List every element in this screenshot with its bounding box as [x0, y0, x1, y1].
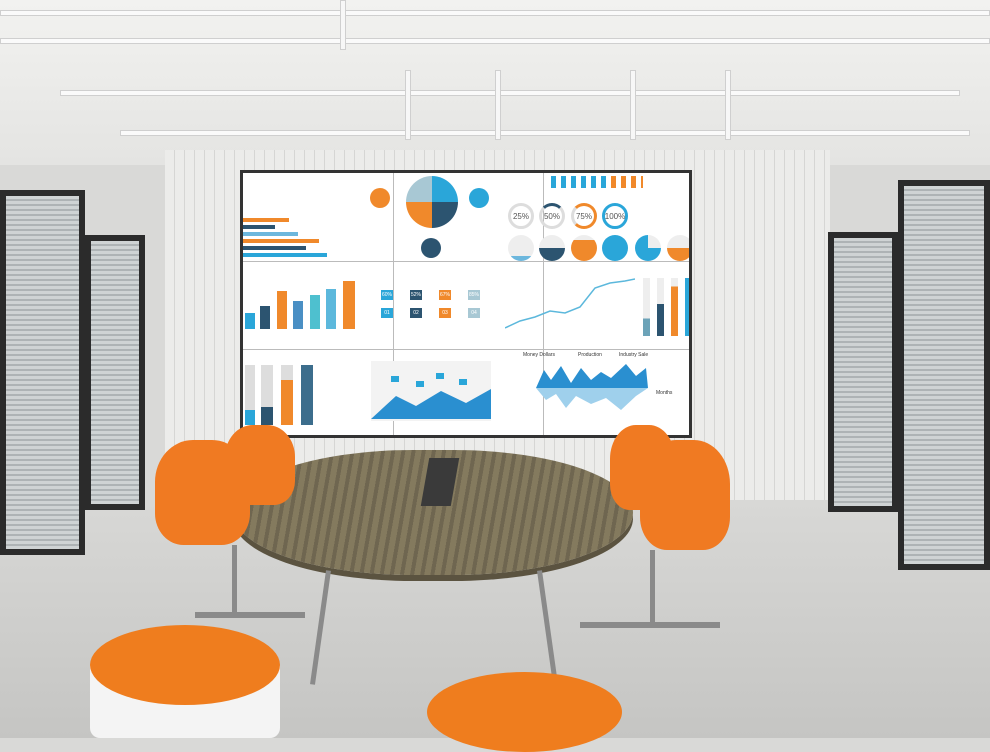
people-icons [551, 176, 621, 188]
glass-door-right [828, 232, 898, 512]
stool-cushion [427, 672, 622, 752]
stool-cushion [90, 625, 280, 705]
ceiling [0, 0, 990, 165]
monitor-icon [370, 188, 390, 208]
chair [640, 440, 730, 550]
tag: 60% [381, 290, 393, 300]
glass-partition-right [898, 180, 990, 570]
network-icon [469, 188, 489, 208]
lock-icon [421, 238, 441, 258]
legend-production: Production [578, 352, 602, 358]
pie-chart [406, 176, 458, 228]
tag: 04 [468, 308, 480, 318]
percent-25: 25% [508, 203, 534, 229]
wave-xlabel: Months [656, 390, 673, 396]
percent-100: 100% [602, 203, 628, 229]
tag: 02 [410, 308, 422, 318]
chair [225, 425, 295, 505]
percent-50: 50% [539, 203, 565, 229]
percent-75: 75% [571, 203, 597, 229]
area-chart [371, 361, 491, 421]
line-chart [505, 278, 635, 329]
glass-door-left [85, 235, 145, 510]
wave-chart [536, 364, 648, 410]
tag: 85% [468, 290, 480, 300]
glass-partition-left [0, 190, 85, 555]
tag: 67% [439, 290, 451, 300]
tag: 01 [381, 308, 393, 318]
video-wall-display: 25% 50% 75% 100% 60% 52% 67% 85% 01 02 0… [240, 170, 692, 438]
wave-ylabel: Money Dollars [523, 352, 555, 358]
people-icons-orange [611, 176, 643, 188]
tag: 52% [410, 290, 422, 300]
legend-industry-sale: Industry Sale [619, 352, 649, 358]
tag: 03 [439, 308, 451, 318]
